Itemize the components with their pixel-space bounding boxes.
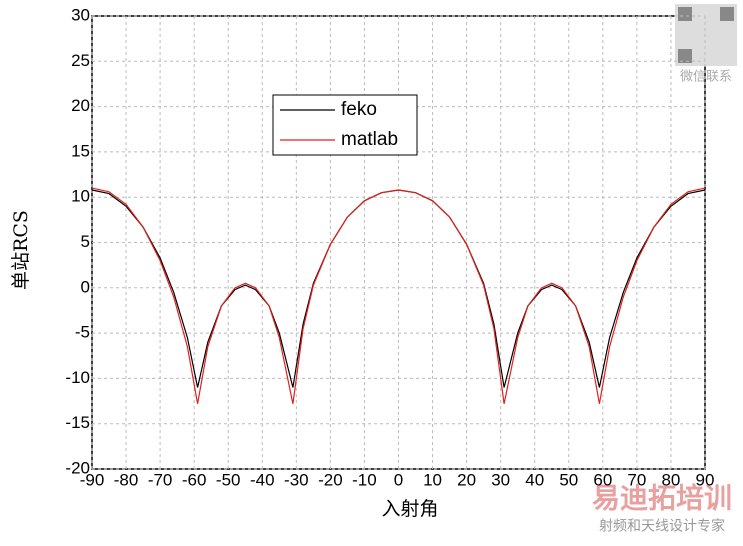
x-tick-label: 40: [525, 470, 544, 489]
x-tick-label: -10: [352, 470, 377, 489]
legend-label: matlab: [341, 129, 398, 150]
x-tick-label: 30: [491, 470, 510, 489]
x-tick-label: 90: [696, 470, 715, 489]
y-tick-label: -5: [75, 323, 90, 342]
y-tick-label: 10: [71, 187, 90, 206]
y-tick-label: -15: [65, 413, 90, 432]
legend-label: feko: [341, 99, 377, 120]
y-tick-label: 5: [81, 232, 90, 251]
x-tick-label: 70: [627, 470, 646, 489]
legend-box: [272, 94, 418, 156]
y-tick-label: -10: [65, 368, 90, 387]
x-tick-label: -30: [284, 470, 309, 489]
x-tick-label: -70: [148, 470, 173, 489]
qr-code: [675, 4, 737, 66]
x-tick-label: -90: [80, 470, 105, 489]
watermark: 微信联系: [680, 68, 732, 83]
watermark: 射频和天线设计专家: [599, 518, 725, 534]
x-tick-label: -40: [250, 470, 275, 489]
watermark: 易迪拓培训: [592, 481, 732, 513]
y-tick-label: 20: [71, 96, 90, 115]
x-tick-label: -80: [114, 470, 139, 489]
x-tick-label: 60: [593, 470, 612, 489]
y-tick-label: 15: [71, 141, 90, 160]
x-tick-label: 50: [559, 470, 578, 489]
x-tick-label: 20: [457, 470, 476, 489]
x-tick-label: 0: [394, 470, 403, 489]
y-tick-label: 0: [81, 277, 90, 296]
y-tick-label: -20: [65, 458, 90, 477]
x-axis-label: 入射角: [381, 498, 438, 520]
x-tick-label: 10: [423, 470, 442, 489]
x-tick-label: -20: [318, 470, 343, 489]
x-tick-label: 80: [661, 470, 680, 489]
data-line: [91, 187, 706, 404]
y-tick-label: 25: [71, 51, 90, 70]
x-tick-label: -60: [182, 470, 207, 489]
y-axis-label: 单站RCS: [10, 210, 32, 290]
y-tick-label: 30: [71, 5, 90, 24]
x-tick-label: -50: [216, 470, 241, 489]
